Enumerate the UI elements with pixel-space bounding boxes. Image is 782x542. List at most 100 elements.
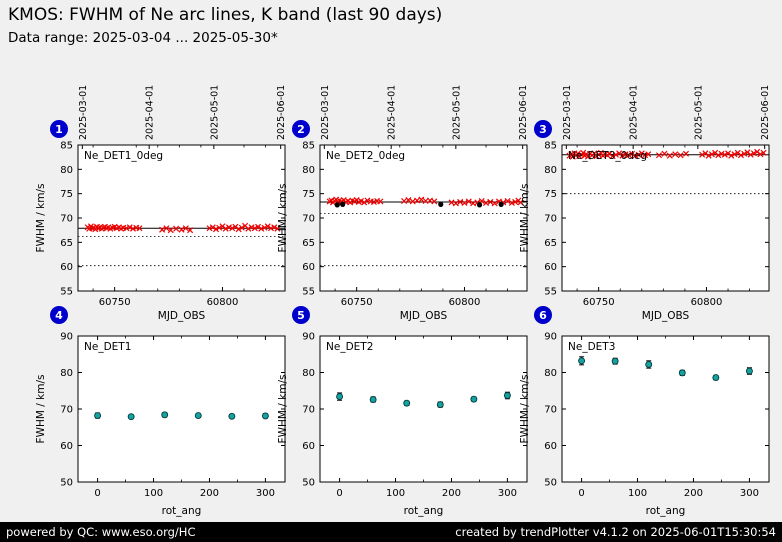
- svg-text:70: 70: [544, 214, 557, 225]
- svg-text:2025-05-01: 2025-05-01: [693, 85, 704, 140]
- svg-text:300: 300: [740, 488, 759, 499]
- svg-text:75: 75: [544, 189, 557, 200]
- footer-created-by: created by trendPlotter v4.1.2 on 2025-0…: [455, 525, 776, 539]
- svg-text:55: 55: [60, 287, 73, 298]
- svg-text:FWHM / km/s: FWHM / km/s: [519, 184, 531, 253]
- svg-text:200: 200: [684, 488, 703, 499]
- svg-text:90: 90: [302, 332, 315, 343]
- data-range-subtitle: Data range: 2025-03-04 ... 2025-05-30*: [8, 30, 278, 46]
- svg-text:65: 65: [544, 238, 557, 249]
- svg-text:FWHM / km/s: FWHM / km/s: [519, 375, 531, 444]
- plot-number-badge-4: 4: [50, 306, 68, 324]
- svg-text:60800: 60800: [691, 297, 723, 308]
- svg-text:200: 200: [200, 488, 219, 499]
- svg-text:Ne_DET2_0deg: Ne_DET2_0deg: [326, 150, 405, 162]
- svg-text:MJD_OBS: MJD_OBS: [642, 310, 690, 322]
- plot-number-badge-6: 6: [534, 306, 552, 324]
- footer-bar: powered by QC: www.eso.org/HC created by…: [0, 522, 782, 542]
- svg-text:2025-04-01: 2025-04-01: [145, 85, 156, 140]
- page-title: KMOS: FWHM of Ne arc lines, K band (last…: [8, 5, 443, 25]
- svg-text:100: 100: [144, 488, 163, 499]
- chart-ne-det3-0deg-vs-mjd: Ne_DET3_0deg 55 60 65 70 75 80 85 60750 60800 2025…: [519, 85, 771, 322]
- svg-text:80: 80: [60, 368, 73, 379]
- svg-text:FWHM / km/s: FWHM / km/s: [35, 375, 47, 444]
- svg-text:200: 200: [442, 488, 461, 499]
- plot-number-badge-1: 1: [50, 120, 68, 138]
- chart-ne-det1-vs-rotang: Ne_DET1 50 60 70 80 90 0 100 200 300 rot_ang FWHM /…: [35, 332, 286, 517]
- svg-text:100: 100: [628, 488, 647, 499]
- svg-text:60750: 60750: [583, 297, 615, 308]
- svg-text:65: 65: [60, 238, 73, 249]
- svg-text:300: 300: [498, 488, 517, 499]
- svg-text:rot_ang: rot_ang: [646, 505, 686, 517]
- svg-text:0: 0: [94, 488, 100, 499]
- svg-text:0: 0: [336, 488, 342, 499]
- chart-ne-det1-0deg-vs-mjd: Ne_DET1_0deg 55 60 65 70 75 80 85 60750 60800 2025…: [35, 85, 287, 322]
- svg-text:0: 0: [578, 488, 584, 499]
- chart-ne-det2-0deg-vs-mjd: Ne_DET2_0deg 55 60 65 70 75 80 85 60750 60800 2025…: [277, 85, 529, 322]
- svg-text:60750: 60750: [99, 297, 131, 308]
- svg-text:80: 80: [60, 165, 73, 176]
- svg-text:80: 80: [544, 165, 557, 176]
- svg-text:60800: 60800: [207, 297, 239, 308]
- svg-text:80: 80: [302, 368, 315, 379]
- svg-text:60750: 60750: [341, 297, 373, 308]
- svg-text:50: 50: [302, 478, 315, 489]
- svg-text:90: 90: [544, 332, 557, 343]
- chart-ne-det3-vs-rotang: Ne_DET3 50 60 70 80 90 0 100 200 300 rot_ang FWHM /…: [519, 332, 770, 517]
- svg-text:60: 60: [302, 441, 315, 452]
- svg-text:2025-06-01: 2025-06-01: [518, 85, 529, 140]
- svg-text:65: 65: [302, 238, 315, 249]
- svg-text:Ne_DET1: Ne_DET1: [84, 341, 131, 353]
- svg-text:2025-06-01: 2025-06-01: [276, 85, 287, 140]
- svg-text:55: 55: [302, 287, 315, 298]
- svg-text:Ne_DET2: Ne_DET2: [326, 341, 373, 353]
- svg-text:70: 70: [544, 405, 557, 416]
- svg-text:60: 60: [60, 262, 73, 273]
- svg-text:2025-03-01: 2025-03-01: [320, 85, 331, 140]
- svg-text:60: 60: [302, 262, 315, 273]
- footer-powered-by: powered by QC: www.eso.org/HC: [6, 525, 196, 539]
- svg-text:Ne_DET3: Ne_DET3: [568, 341, 615, 353]
- svg-text:60: 60: [544, 262, 557, 273]
- svg-text:60: 60: [544, 441, 557, 452]
- svg-text:2025-05-01: 2025-05-01: [451, 85, 462, 140]
- svg-text:Ne_DET1_0deg: Ne_DET1_0deg: [84, 150, 163, 162]
- svg-text:70: 70: [60, 214, 73, 225]
- svg-text:2025-04-01: 2025-04-01: [629, 85, 640, 140]
- svg-text:60: 60: [60, 441, 73, 452]
- svg-text:70: 70: [60, 405, 73, 416]
- chart-ne-det2-vs-rotang: Ne_DET2 50 60 70 80 90 0 100 200 300 rot_ang FWHM /…: [277, 332, 528, 517]
- svg-text:85: 85: [60, 141, 73, 152]
- svg-text:55: 55: [544, 287, 557, 298]
- svg-text:2025-04-01: 2025-04-01: [387, 85, 398, 140]
- svg-text:MJD_OBS: MJD_OBS: [400, 310, 448, 322]
- svg-text:50: 50: [60, 478, 73, 489]
- svg-text:90: 90: [60, 332, 73, 343]
- plot-number-badge-2: 2: [292, 120, 310, 138]
- svg-text:80: 80: [544, 368, 557, 379]
- svg-text:FWHM / km/s: FWHM / km/s: [277, 375, 289, 444]
- svg-text:FWHM / km/s: FWHM / km/s: [277, 184, 289, 253]
- svg-text:80: 80: [302, 165, 315, 176]
- svg-text:rot_ang: rot_ang: [162, 505, 202, 517]
- svg-text:100: 100: [386, 488, 405, 499]
- svg-text:70: 70: [302, 214, 315, 225]
- svg-text:rot_ang: rot_ang: [404, 505, 444, 517]
- svg-text:60800: 60800: [449, 297, 481, 308]
- svg-text:2025-06-01: 2025-06-01: [760, 85, 771, 140]
- svg-text:FWHM / km/s: FWHM / km/s: [35, 184, 47, 253]
- svg-text:70: 70: [302, 405, 315, 416]
- svg-text:300: 300: [256, 488, 275, 499]
- svg-text:50: 50: [544, 478, 557, 489]
- svg-text:85: 85: [544, 141, 557, 152]
- svg-text:85: 85: [302, 141, 315, 152]
- svg-text:75: 75: [302, 189, 315, 200]
- svg-text:75: 75: [60, 189, 73, 200]
- plot-number-badge-5: 5: [292, 306, 310, 324]
- svg-text:2025-03-01: 2025-03-01: [78, 85, 89, 140]
- svg-text:MJD_OBS: MJD_OBS: [158, 310, 206, 322]
- svg-text:2025-03-01: 2025-03-01: [562, 85, 573, 140]
- svg-text:2025-05-01: 2025-05-01: [209, 85, 220, 140]
